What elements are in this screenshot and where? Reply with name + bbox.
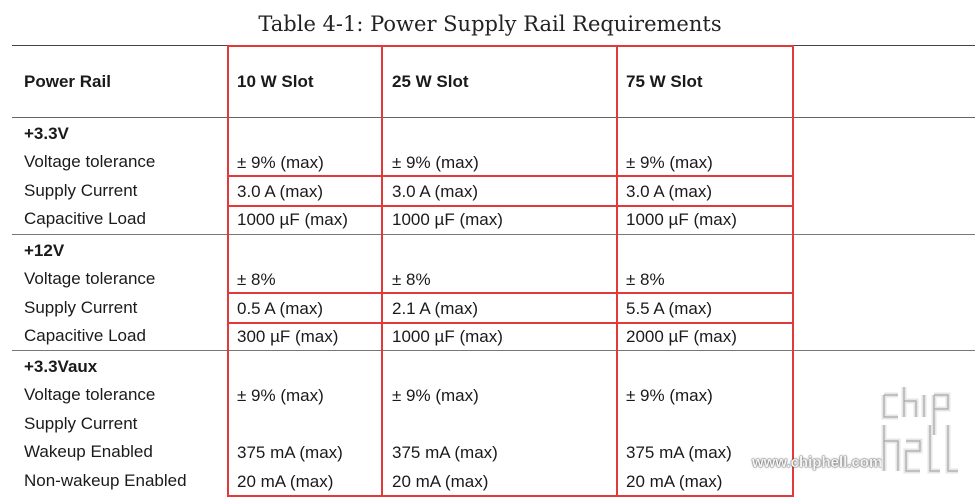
row-value: 5.5 A (max): [626, 298, 712, 318]
row-value: 3.0 A (max): [626, 181, 712, 201]
highlight-column-10w: [227, 45, 383, 497]
row-value: 1000 µF (max): [392, 210, 503, 229]
table-title: Table 4-1: Power Supply Rail Requirement…: [258, 12, 722, 36]
highlight-column-75w: [616, 45, 794, 497]
group-divider: [12, 234, 975, 235]
group-label: +3.3Vaux: [24, 357, 98, 376]
row-value: 375 mA (max): [392, 443, 498, 462]
row-value: ± 8%: [626, 270, 665, 289]
row-value: 375 mA (max): [626, 443, 732, 462]
row-value: 1000 µF (max): [392, 327, 503, 346]
row-label: Capacitive Load: [24, 209, 146, 228]
column-header: Power Rail: [24, 72, 111, 91]
row-value: ± 9% (max): [237, 153, 324, 172]
chiphell-logo-icon: [881, 387, 958, 474]
highlight-row-3v3-supply-current: [227, 175, 794, 207]
column-header: 75 W Slot: [626, 72, 703, 91]
row-value: ± 8%: [392, 270, 431, 289]
column-header: 25 W Slot: [392, 72, 469, 91]
row-label: Capacitive Load: [24, 326, 146, 345]
row-value: 2000 µF (max): [626, 327, 737, 346]
row-label: Voltage tolerance: [24, 269, 156, 288]
row-value: 0.5 A (max): [237, 298, 323, 318]
row-value: ± 8%: [237, 270, 276, 289]
row-value: 1000 µF (max): [237, 210, 348, 229]
row-value: 3.0 A (max): [392, 181, 478, 201]
row-label: Voltage tolerance: [24, 385, 156, 404]
row-value: 20 mA (max): [237, 471, 334, 491]
row-value: 300 µF (max): [237, 327, 339, 346]
group-label: +3.3V: [24, 124, 69, 143]
row-label: Supply Current: [24, 180, 138, 200]
row-value: 2.1 A (max): [392, 298, 478, 318]
group-label: +12V: [24, 241, 65, 260]
row-label: Supply Current: [24, 413, 138, 433]
header-bottom-border: [12, 117, 975, 118]
group-divider: [12, 350, 975, 351]
row-value: ± 9% (max): [392, 386, 479, 405]
column-header: 10 W Slot: [237, 72, 314, 91]
row-value: 20 mA (max): [626, 471, 723, 491]
row-value: ± 9% (max): [626, 153, 713, 172]
watermark-url: www.chiphell.com: [752, 454, 883, 471]
row-label: Wakeup Enabled: [24, 442, 153, 461]
highlight-row-12v-supply-current: [227, 292, 794, 324]
row-value: 1000 µF (max): [626, 210, 737, 229]
row-label: Voltage tolerance: [24, 152, 156, 171]
row-value: 20 mA (max): [392, 471, 489, 491]
row-value: ± 9% (max): [626, 386, 713, 405]
highlight-column-25w: [381, 45, 618, 497]
row-value: 3.0 A (max): [237, 181, 323, 201]
row-value: ± 9% (max): [392, 153, 479, 172]
row-value: 375 mA (max): [237, 443, 343, 462]
row-value: ± 9% (max): [237, 386, 324, 405]
row-label: Non-wakeup Enabled: [24, 470, 187, 490]
row-label: Supply Current: [24, 297, 138, 317]
